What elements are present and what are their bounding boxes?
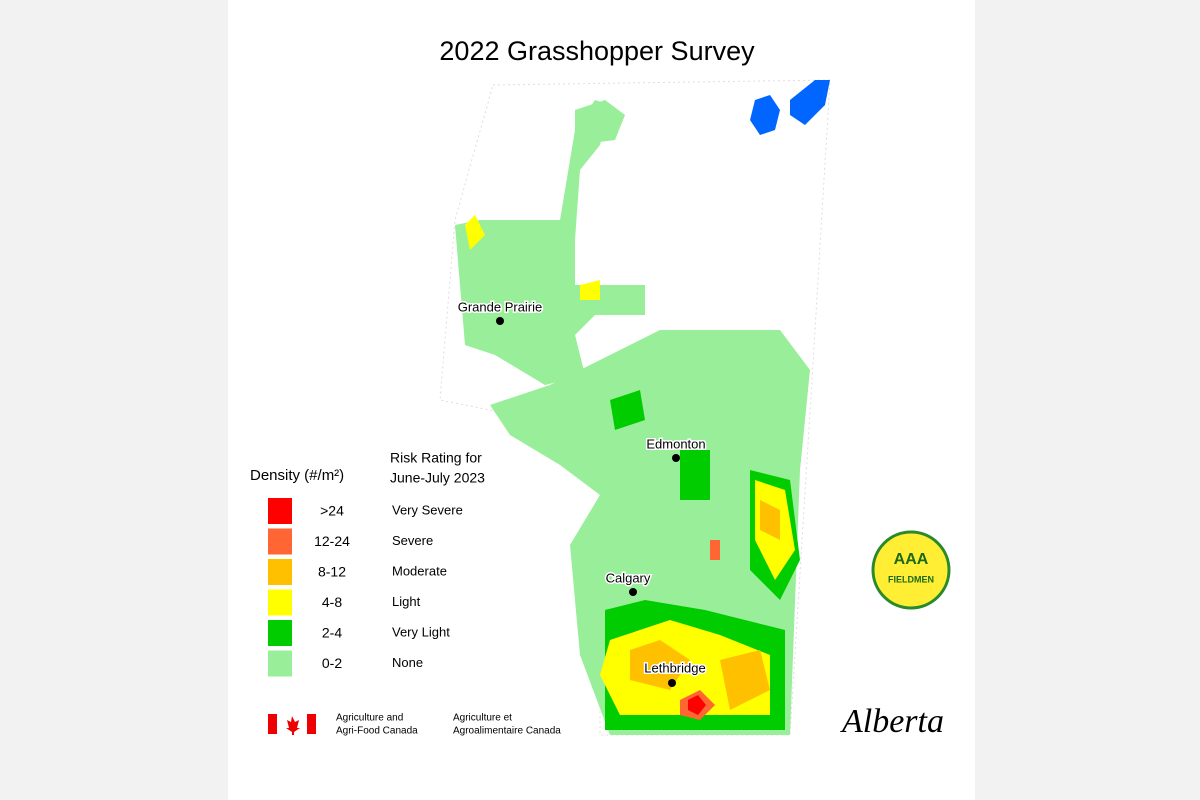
legend-risk: Light [392,594,421,609]
logo-aaa: AAA [894,551,929,568]
legend-density: 8-12 [318,564,346,580]
legend-swatch [268,620,292,646]
city-dot [629,588,637,596]
city-label: Calgary [606,570,651,585]
city-label: Grande Prairie [458,299,543,314]
flag-bar [268,714,277,734]
agri-fr: Agriculture et [453,713,512,724]
city-dot [668,679,676,687]
legend-swatch [268,528,292,555]
fieldmen-logo: AAA FIELDMEN [871,530,951,610]
legend: Density (#/m²) Risk Rating for June-July 2… [250,450,485,677]
legend-risk-title: Risk Rating for [390,450,482,466]
density-area [455,100,645,385]
city-dot [672,454,680,462]
density-areas [455,100,810,735]
density-area [575,100,625,145]
city-label: Edmonton [646,436,705,451]
agri-en: Agriculture and [336,713,403,724]
density-area [465,215,795,580]
title: 2022 Grasshopper Survey [439,36,755,66]
legend-swatch [268,650,292,677]
legend-density: >24 [320,503,344,519]
city-dot [496,317,504,325]
city-label: Lethbridge [644,660,705,675]
legend-density: 12-24 [314,533,350,549]
density-area [680,540,720,720]
density-area [610,390,800,600]
cities: Grande Prairie Edmonton Calgary Lethbridge [456,298,707,687]
legend-density-title: Density (#/m²) [250,467,344,484]
legend-risk: Moderate [392,563,447,578]
density-area [688,695,706,715]
legend-risk: Severe [392,533,433,548]
legend-density: 2-4 [322,625,342,641]
logo-circle [871,530,951,610]
legend-swatch [268,498,292,524]
lake [750,80,830,135]
legend-risk-title: June-July 2023 [390,470,485,486]
agri-fr: Agroalimentaire Canada [453,726,561,737]
density-area [630,500,780,710]
logo-fieldmen: FIELDMEN [888,574,934,584]
legend-risk: None [392,655,423,670]
legend-density: 0-2 [322,655,342,671]
legend-risk: Very Light [392,624,450,639]
legend-risk: Very Severe [392,502,463,517]
alberta-logo: Alberta [840,703,944,740]
agri-en: Agri-Food Canada [336,726,418,737]
aafc-logo: Agriculture and Agri-Food Canada Agricul… [268,713,561,737]
maple-leaf [286,716,300,735]
legend-density: 4-8 [322,594,342,610]
legend-swatch [268,559,292,585]
legend-swatch [268,589,292,616]
flag-bar [307,714,316,734]
